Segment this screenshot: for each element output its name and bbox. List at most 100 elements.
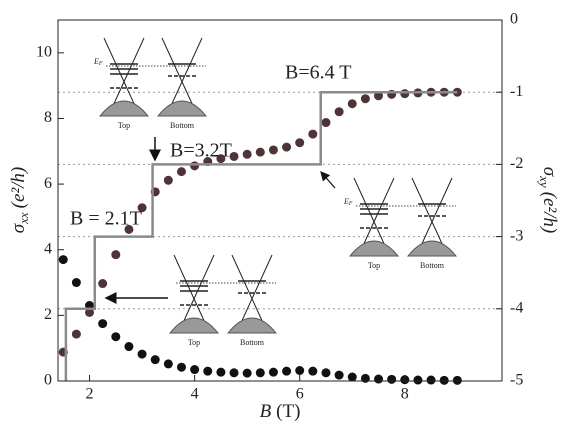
- data-point: [137, 349, 147, 359]
- annotation: B = 2.1T: [70, 208, 142, 230]
- arrow: [320, 171, 336, 189]
- data-point: [268, 367, 278, 377]
- fermi-sub: F: [348, 201, 353, 207]
- data-point: [176, 362, 186, 372]
- annotation: B=6.4 T: [285, 62, 351, 84]
- inset-label: Bottom: [420, 261, 445, 270]
- cone-edge: [111, 37, 145, 109]
- band-diagram: Top Bottom EF: [343, 177, 458, 270]
- y-label-sub: xx: [16, 212, 31, 225]
- step-line: [64, 90, 458, 381]
- y-tick-label: 8: [44, 109, 52, 126]
- data-point: [203, 366, 213, 376]
- y-tick-label: 10: [36, 43, 52, 60]
- y-label-symbol: σ: [8, 223, 29, 233]
- x-tick-label: 8: [401, 386, 409, 403]
- inset-label: Top: [188, 338, 200, 347]
- band-diagram: Top Bottom: [168, 254, 278, 347]
- valence-band: [348, 240, 400, 257]
- valence-band: [98, 100, 150, 117]
- data-point: [124, 342, 134, 352]
- valence-band: [226, 317, 278, 334]
- data-point: [85, 307, 95, 317]
- data-point: [374, 374, 384, 384]
- data-point: [321, 368, 331, 378]
- y2-tick-label: -1: [510, 83, 523, 100]
- data-point: [321, 118, 331, 128]
- y2-label-sub: xy: [537, 175, 552, 188]
- fermi-sub: F: [98, 61, 103, 67]
- y-label-unit: (e²/h): [8, 167, 29, 209]
- data-point: [360, 373, 370, 383]
- cone-edge: [411, 177, 445, 249]
- y2-tick-label: -2: [510, 155, 523, 172]
- fermi-label: EF: [343, 197, 353, 208]
- fermi-symbol: E: [343, 197, 349, 206]
- data-point: [216, 367, 226, 377]
- cone-edge: [239, 254, 273, 326]
- data-point: [111, 332, 121, 342]
- x-label-unit: (T): [276, 401, 300, 422]
- data-point: [426, 375, 436, 385]
- valence-band: [406, 240, 458, 257]
- x-tick-label: 6: [296, 386, 304, 403]
- data-point: [255, 368, 265, 378]
- data-point: [334, 370, 344, 380]
- data-point: [163, 359, 173, 369]
- y-tick-label: 6: [44, 175, 52, 192]
- data-point: [295, 365, 305, 375]
- data-point: [71, 278, 81, 288]
- cone-edge: [353, 177, 387, 249]
- data-point: [150, 355, 160, 365]
- data-point: [124, 224, 134, 234]
- inset-label: Bottom: [240, 338, 265, 347]
- data-point: [400, 89, 410, 99]
- inset-label: Top: [368, 261, 380, 270]
- data-point: [308, 366, 318, 376]
- inset-label: Bottom: [170, 121, 195, 130]
- y2-label-unit: (e²/h): [539, 192, 560, 234]
- data-point: [347, 99, 357, 109]
- data-point: [439, 375, 449, 385]
- data-point: [282, 366, 292, 376]
- y-tick-label: 4: [44, 240, 52, 257]
- y2-tick-label: -3: [510, 227, 523, 244]
- data-point: [268, 145, 278, 155]
- data-point: [98, 279, 108, 289]
- x-tick-label: 4: [191, 386, 199, 403]
- data-point: [137, 203, 147, 213]
- cone-edge: [169, 37, 203, 109]
- inset-label: Top: [118, 121, 130, 130]
- data-point: [163, 175, 173, 185]
- data-point: [360, 94, 370, 104]
- data-point: [282, 142, 292, 152]
- data-point: [190, 365, 200, 375]
- data-point: [111, 250, 121, 260]
- data-point: [452, 375, 462, 385]
- data-point: [229, 151, 239, 161]
- annotation: B=3.2T: [170, 140, 232, 162]
- y2-tick-label: 0: [510, 11, 518, 28]
- plot-frame: [57, 19, 503, 382]
- x-label-symbol: B: [260, 401, 272, 422]
- y-axis-label: σxx (e²/h): [8, 167, 31, 233]
- y2-tick-label: -5: [510, 372, 523, 389]
- fermi-label: EF: [93, 57, 103, 68]
- cone-edge: [419, 177, 453, 249]
- data-point: [347, 372, 357, 382]
- data-point: [190, 161, 200, 171]
- y2-axis-label: σxy (e²/h): [537, 167, 560, 233]
- valence-band: [156, 100, 208, 117]
- x-axis-label: B (T): [260, 401, 301, 422]
- data-point: [58, 255, 68, 265]
- data-point: [387, 374, 397, 384]
- cone-edge: [103, 37, 137, 109]
- data-point: [308, 129, 318, 139]
- data-point: [242, 368, 252, 378]
- y-tick-label: 2: [44, 306, 52, 323]
- cone-edge: [161, 37, 195, 109]
- x-tick-label: 2: [86, 386, 94, 403]
- y-tick-label: 0: [44, 372, 52, 389]
- fermi-symbol: E: [93, 57, 99, 66]
